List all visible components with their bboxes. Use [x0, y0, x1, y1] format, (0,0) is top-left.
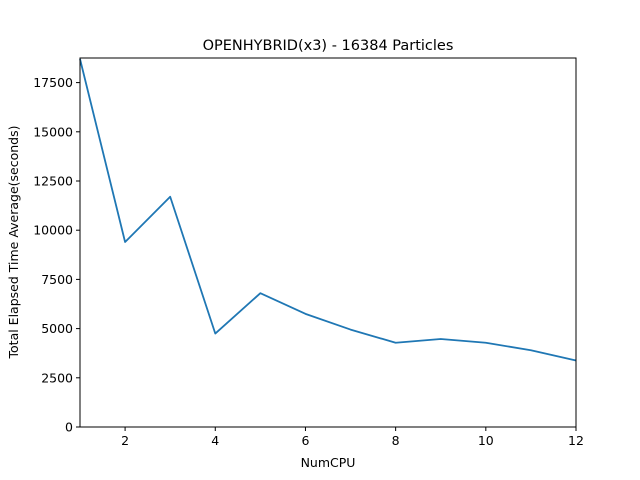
y-tick-label: 10000 — [33, 223, 73, 238]
x-tick-label: 12 — [568, 433, 584, 448]
x-tick-label: 4 — [211, 433, 219, 448]
y-tick-label: 17500 — [33, 75, 73, 90]
plot-area — [79, 58, 577, 362]
y-axis: 0 2500 5000 7500 10000 12500 15000 17500 — [33, 75, 80, 435]
y-tick-label: 2500 — [41, 370, 73, 385]
y-tick-label: 0 — [65, 420, 73, 435]
y-tick-label: 12500 — [33, 174, 73, 189]
y-axis-label: Total Elapsed Time Average(seconds) — [6, 126, 21, 360]
x-tick-label: 10 — [478, 433, 494, 448]
x-tick-label: 6 — [301, 433, 309, 448]
plot-frame — [79, 57, 577, 428]
y-tick-label: 15000 — [33, 124, 73, 139]
x-tick-label: 2 — [121, 433, 129, 448]
x-tick-label: 8 — [392, 433, 400, 448]
y-tick-label: 7500 — [41, 272, 73, 287]
x-axis: 2 4 6 8 10 12 — [121, 427, 584, 448]
y-tick-label: 5000 — [41, 321, 73, 336]
series-line-0 — [79, 58, 577, 362]
chart-title: OPENHYBRID(x3) - 16384 Particles — [203, 38, 454, 54]
x-axis-label: NumCPU — [301, 455, 356, 470]
